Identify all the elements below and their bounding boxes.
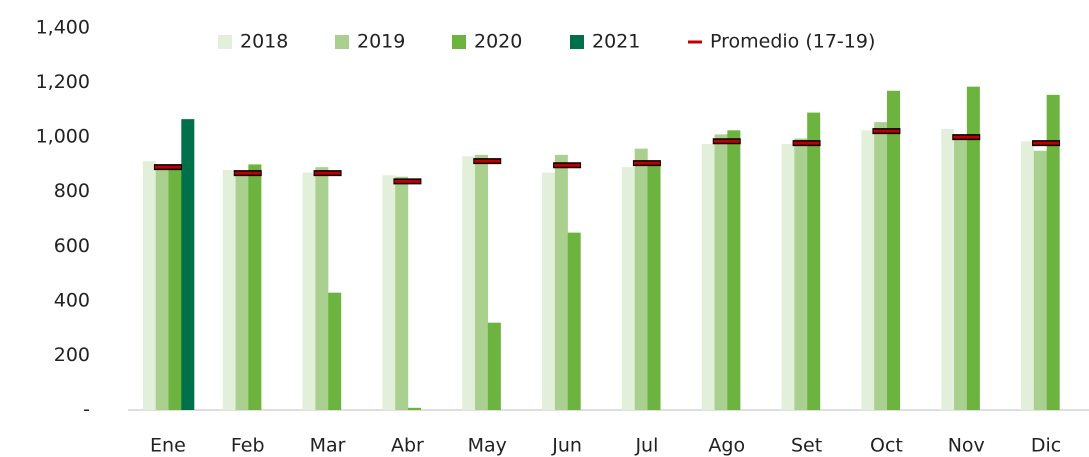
bar <box>727 130 741 411</box>
bar <box>382 175 396 410</box>
bar <box>966 86 980 411</box>
bar <box>567 232 581 410</box>
legend-swatch <box>452 35 466 49</box>
bar <box>794 138 808 410</box>
bar <box>1021 141 1035 410</box>
bar <box>142 161 156 410</box>
bar <box>954 137 968 410</box>
bar <box>168 167 182 410</box>
bar <box>714 134 728 410</box>
x-tick-label: Set <box>791 435 822 457</box>
x-tick-label: Feb <box>231 435 265 457</box>
x-tick-label: Ago <box>708 435 745 457</box>
y-tick-label: 800 <box>54 180 90 202</box>
bar <box>621 167 635 410</box>
bar <box>781 143 795 410</box>
bar <box>315 167 329 410</box>
bar <box>248 164 262 410</box>
bar <box>155 167 169 410</box>
x-tick-label: May <box>468 435 507 457</box>
legend-label: 2021 <box>592 31 640 53</box>
x-tick-label: Nov <box>948 435 985 457</box>
y-tick-label: - <box>83 399 90 421</box>
legend-swatch <box>218 35 232 49</box>
y-tick-label: 200 <box>54 344 90 366</box>
legend-label: 2019 <box>357 31 405 53</box>
bar <box>475 154 489 410</box>
bar <box>235 173 249 410</box>
bar <box>487 322 501 410</box>
bar <box>542 172 556 410</box>
bar <box>874 122 888 410</box>
y-tick-label: 600 <box>54 235 90 257</box>
bar <box>462 156 476 410</box>
bar <box>887 90 901 410</box>
bar <box>222 169 236 410</box>
x-tick-label: Oct <box>870 435 903 457</box>
bar <box>861 130 875 411</box>
bar <box>554 154 568 410</box>
x-tick-label: Jun <box>551 435 582 457</box>
bar <box>181 119 195 411</box>
legend-label: Promedio (17-19) <box>710 31 875 53</box>
x-tick-label: Mar <box>310 435 346 457</box>
bar <box>328 292 342 410</box>
bar <box>941 128 955 410</box>
legend-label: 2018 <box>240 31 288 53</box>
bar <box>701 143 715 410</box>
bar <box>302 172 316 410</box>
legend-swatch <box>570 35 584 49</box>
x-tick-label: Ene <box>150 435 186 457</box>
bar <box>647 161 661 410</box>
bar <box>1033 150 1047 411</box>
bar <box>408 407 422 410</box>
bar <box>634 148 648 411</box>
x-tick-label: Jul <box>634 435 658 457</box>
y-tick-label: 1,000 <box>36 126 90 148</box>
legend-label: 2020 <box>474 31 522 53</box>
x-tick-label: Abr <box>391 435 424 457</box>
y-tick-label: 1,400 <box>36 17 90 39</box>
bar <box>807 112 821 410</box>
x-tick-label: Dic <box>1031 435 1061 457</box>
legend-swatch <box>335 35 349 49</box>
bar <box>395 176 409 410</box>
y-tick-label: 400 <box>54 289 90 311</box>
y-tick-label: 1,200 <box>36 71 90 93</box>
bar <box>1046 94 1060 410</box>
